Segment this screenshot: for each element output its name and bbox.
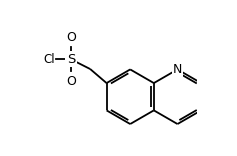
- Text: O: O: [66, 31, 76, 44]
- Text: O: O: [66, 75, 76, 88]
- Text: N: N: [173, 63, 182, 76]
- Text: S: S: [67, 53, 75, 66]
- Text: Cl: Cl: [43, 53, 55, 66]
